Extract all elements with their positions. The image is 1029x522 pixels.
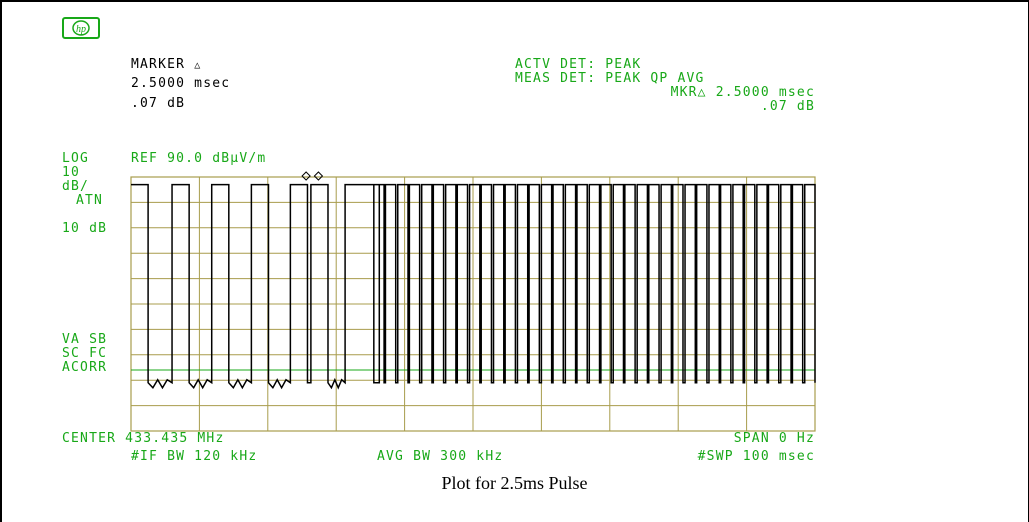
measurement-detector: MEAS DET: PEAK QP AVG [515, 71, 705, 86]
status-acorr: ACORR [62, 360, 108, 375]
marker-label: MARKER △ [131, 57, 202, 72]
scale-div-unit: dB/ [62, 179, 90, 194]
status-va-sb: VA SB [62, 332, 108, 347]
marker-diamond-icon [313, 171, 324, 181]
reference-level: REF 90.0 dBμV/m [131, 151, 267, 166]
sweep-time: #SWP 100 msec [697, 449, 815, 464]
active-detector: ACTV DET: PEAK [515, 57, 642, 72]
svg-text:hp: hp [76, 24, 86, 35]
marker-symbols [301, 171, 324, 181]
scale-div-value: 10 [62, 165, 81, 180]
figure-caption: Plot for 2.5ms Pulse [441, 473, 588, 493]
marker-delta-level: .07 dB [760, 99, 815, 114]
marker-delta-readout: MKR△ 2.5000 msec [670, 85, 815, 100]
plot-grid [130, 176, 816, 432]
marker-diamond-icon [301, 171, 311, 181]
center-frequency: CENTER 433.435 MHz [62, 431, 225, 446]
marker-level: .07 dB [131, 96, 186, 111]
average-bandwidth: AVG BW 300 kHz [377, 449, 504, 464]
trace-line [131, 183, 816, 390]
attenuation-label: ATN [76, 193, 104, 208]
hp-logo-icon: hp [62, 17, 100, 39]
if-bandwidth: #IF BW 120 kHz [131, 449, 258, 464]
status-sc-fc: SC FC [62, 346, 108, 361]
marker-value: 2.5000 msec [131, 76, 231, 91]
attenuation-value: 10 dB [62, 221, 108, 236]
span: SPAN 0 Hz [733, 431, 815, 446]
log-scale-label: LOG [62, 151, 90, 166]
